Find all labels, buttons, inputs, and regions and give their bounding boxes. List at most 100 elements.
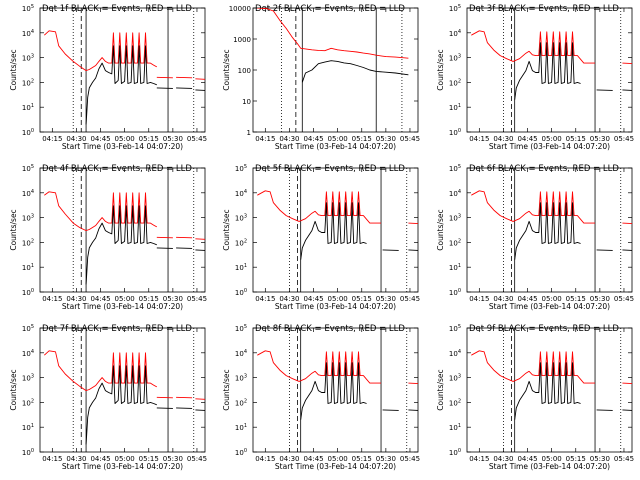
y-tick-exponent: 4 [31, 349, 34, 355]
y-tick-label: 104 [449, 349, 461, 358]
series-lld-segment [408, 222, 418, 225]
y-tick-label: 105 [235, 164, 247, 173]
x-tick-label: 04:30 [66, 295, 86, 303]
y-tick-label: 102 [22, 238, 34, 247]
y-tick-label: 100 [22, 288, 34, 297]
y-tick-label: 105 [235, 324, 247, 333]
y-tick-label: 104 [22, 349, 34, 358]
y-tick-label: 105 [449, 324, 461, 333]
x-tick-label: 05:00 [115, 455, 135, 463]
plot-frame [252, 327, 419, 453]
x-tick-label: 04:45 [303, 295, 323, 303]
series-events-segment [176, 247, 193, 249]
panel-title: Det 9f BLACK = Events, RED = LLD [469, 324, 619, 334]
series-lld-segment [156, 236, 173, 239]
x-tick-label: 04:45 [517, 455, 537, 463]
series-lld-segment [622, 222, 632, 225]
x-tick-label: 05:30 [590, 295, 610, 303]
y-tick-label: 101 [22, 263, 34, 272]
panel-det-8: Det 8f BLACK = Events, RED = LLD 04:15 04:… [222, 324, 420, 471]
series-events [301, 60, 409, 83]
panel-det-3: Det 3f BLACK = Events, RED = LLD 04:15 04:… [436, 4, 634, 151]
x-tick-label: 05:45 [187, 455, 207, 463]
series-lld-segment [195, 78, 205, 80]
x-tick-label: 04:30 [493, 455, 513, 463]
series-lld-segment [408, 382, 418, 385]
y-tick-exponent: 3 [31, 54, 34, 60]
y-tick-label: 104 [449, 29, 461, 38]
y-tick-label: 104 [235, 189, 247, 198]
y-tick-exponent: 3 [31, 214, 34, 220]
panel-title: Det 8f BLACK = Events, RED = LLD [255, 324, 405, 334]
x-tick-label: 05:00 [328, 295, 348, 303]
x-tick-label: 04:15 [469, 295, 489, 303]
y-tick-exponent: 1 [31, 263, 34, 269]
series-events-segment [622, 409, 632, 411]
panel-title: Det 7f BLACK = Events, RED = LLD [42, 324, 192, 334]
y-tick-label: 104 [22, 189, 34, 198]
series-events-segment [176, 87, 193, 89]
series-lld [43, 30, 158, 72]
x-axis-label: Start Time (03-Feb-14 04:07:20) [62, 462, 183, 471]
x-axis-label: Start Time (03-Feb-14 04:07:20) [62, 142, 183, 151]
y-tick-label: 100 [238, 67, 251, 75]
series-events-segment [156, 407, 173, 409]
y-tick-exponent: 3 [31, 374, 34, 380]
x-axis-label: Start Time (03-Feb-14 04:07:20) [62, 302, 183, 311]
y-tick-label: 103 [22, 54, 34, 63]
y-tick-label: 100 [235, 288, 247, 297]
series-events-segment [596, 249, 613, 251]
series-events-segment [156, 247, 173, 249]
y-axis-label: Counts/sec [436, 49, 445, 90]
series-events-segment [622, 89, 632, 91]
series-events [300, 202, 367, 260]
x-tick-label: 05:45 [187, 295, 207, 303]
y-tick-label: 101 [22, 103, 34, 112]
y-tick-label: 104 [235, 349, 247, 358]
y-tick-label: 102 [22, 78, 34, 87]
x-tick-label: 04:15 [469, 135, 489, 143]
y-tick-exponent: 2 [31, 238, 34, 244]
y-tick-label: 102 [235, 238, 247, 247]
y-tick-label: 100 [449, 288, 461, 297]
series-lld [44, 191, 158, 232]
plot-frame [466, 7, 633, 133]
y-tick-label: 102 [22, 398, 34, 407]
y-tick-label: 103 [22, 214, 34, 223]
x-tick-label: 05:30 [376, 295, 396, 303]
x-tick-label: 04:45 [517, 135, 537, 143]
x-tick-label: 05:00 [542, 455, 562, 463]
x-tick-label: 05:45 [614, 455, 634, 463]
x-tick-label: 04:15 [255, 455, 275, 463]
y-tick-exponent: 1 [31, 423, 34, 429]
series-events [514, 202, 581, 260]
x-tick-label: 04:45 [303, 135, 323, 143]
x-tick-label: 04:15 [42, 135, 62, 143]
x-tick-label: 04:45 [303, 455, 323, 463]
y-tick-exponent: 3 [458, 374, 461, 380]
y-tick-label: 103 [449, 54, 461, 63]
plot-area [471, 168, 632, 292]
series-events-segment [622, 249, 632, 251]
x-tick-label: 05:00 [542, 295, 562, 303]
x-tick-label: 04:15 [255, 295, 275, 303]
panel-det-9: Det 9f BLACK = Events, RED = LLD 04:15 04:… [436, 324, 634, 471]
y-tick-label: 101 [235, 423, 247, 432]
y-tick-label: 101 [449, 103, 461, 112]
series-lld [471, 30, 595, 64]
series-events-segment [156, 87, 173, 89]
x-tick-label: 05:00 [115, 135, 135, 143]
x-tick-label: 05:15 [352, 135, 372, 143]
y-tick-exponent: 2 [244, 238, 247, 244]
x-tick-label: 04:30 [493, 135, 513, 143]
y-tick-exponent: 5 [244, 164, 247, 170]
x-tick-label: 05:00 [542, 135, 562, 143]
y-tick-exponent: 3 [458, 214, 461, 220]
y-tick-exponent: 1 [244, 263, 247, 269]
series-lld-segment [195, 398, 205, 400]
x-tick-label: 04:45 [90, 455, 110, 463]
x-tick-label: 04:45 [517, 295, 537, 303]
x-tick-label: 04:15 [255, 135, 275, 143]
x-axis-label: Start Time (03-Feb-14 04:07:20) [489, 302, 610, 311]
panel-title: Det 2f BLACK = Events, RED = LLD [255, 4, 405, 14]
